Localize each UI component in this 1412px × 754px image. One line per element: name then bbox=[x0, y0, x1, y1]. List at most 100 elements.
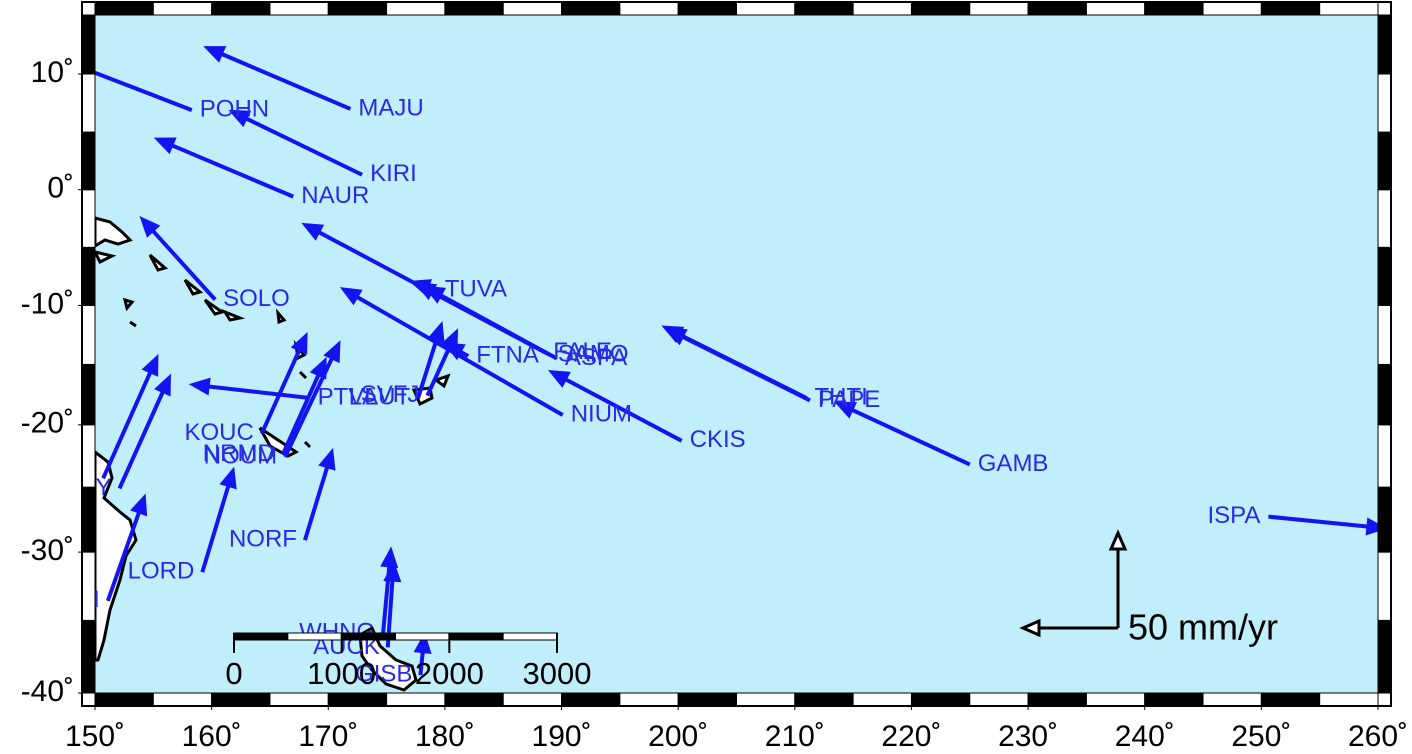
station-label: THTI bbox=[814, 383, 867, 410]
legend-arrow-east bbox=[1019, 618, 1118, 638]
frame-bar bbox=[81, 14, 96, 75]
station-label: SVFJ bbox=[361, 381, 420, 408]
station-label: LORD bbox=[128, 558, 195, 585]
station-label: LAUT bbox=[349, 383, 411, 410]
y-tick-label: 10˚ bbox=[31, 56, 74, 89]
velocity-vector bbox=[339, 287, 564, 417]
frame-bar bbox=[1144, 1, 1204, 16]
frame-bar bbox=[1377, 619, 1392, 694]
x-tick-label: 180˚ bbox=[415, 720, 475, 753]
velocity-vector bbox=[105, 493, 148, 602]
velocity-vector bbox=[117, 373, 171, 490]
frame-bar bbox=[152, 692, 213, 707]
frame-bar bbox=[1144, 692, 1204, 707]
frame-bar bbox=[1377, 551, 1392, 621]
station-label: TUVA bbox=[445, 276, 507, 303]
frame-bar bbox=[1260, 692, 1321, 707]
velocity-vector bbox=[423, 285, 558, 361]
velocity-vector bbox=[413, 632, 432, 676]
velocity-vector bbox=[203, 46, 352, 111]
velocity-vector bbox=[95, 70, 193, 112]
scale-label: 2000 bbox=[415, 656, 484, 691]
frame-bar bbox=[386, 1, 446, 16]
frame-bar bbox=[81, 486, 96, 553]
station-label: KIRI bbox=[370, 160, 417, 187]
velocity-vector bbox=[139, 216, 217, 301]
velocity-vector bbox=[259, 331, 308, 435]
coast-solomon bbox=[122, 253, 246, 328]
station-label: PAPE bbox=[818, 386, 880, 413]
scale-segment bbox=[233, 632, 289, 641]
velocity-vector bbox=[153, 137, 295, 199]
scale-label: 1000 bbox=[307, 656, 376, 691]
station-label: NORF bbox=[229, 526, 297, 553]
station-label: NOUM bbox=[204, 442, 277, 469]
y-tick-label: -20˚ bbox=[21, 407, 74, 440]
velocity-vector bbox=[425, 328, 459, 397]
frame-bar bbox=[1377, 131, 1392, 191]
station-label: Y bbox=[95, 474, 111, 501]
frame-bar bbox=[502, 1, 563, 16]
frame-bar bbox=[81, 189, 96, 248]
scale-label: 3000 bbox=[523, 656, 592, 691]
x-tick-label: 230˚ bbox=[998, 720, 1058, 753]
station-label: FTNA bbox=[476, 341, 539, 368]
frame-bar bbox=[1085, 692, 1146, 707]
velocity-vector bbox=[416, 320, 445, 399]
velocity-vector bbox=[834, 401, 971, 467]
frame-bar bbox=[910, 692, 971, 707]
frame: 150˚ 160˚ 170˚ 180˚ 190˚ 200˚ 210˚ 220˚ 230˚ 240˚… bbox=[21, 1, 1408, 753]
frame-bar bbox=[1027, 692, 1087, 707]
station-label: KOUC bbox=[184, 419, 253, 446]
frame-bar bbox=[502, 692, 563, 707]
y-tick-label: -10˚ bbox=[21, 287, 74, 320]
x-tick-label: 260˚ bbox=[1348, 720, 1408, 753]
frame-bar bbox=[561, 692, 621, 707]
frame-bar bbox=[1377, 424, 1392, 488]
frame-border bbox=[81, 1, 1392, 707]
station-label: NRMD bbox=[203, 440, 275, 467]
legend-arrow-north bbox=[1108, 529, 1128, 628]
frame-bar bbox=[852, 1, 912, 16]
x-tick-label: 240˚ bbox=[1115, 720, 1175, 753]
frame-bar bbox=[794, 692, 854, 707]
frame-bar bbox=[619, 692, 679, 707]
frame-bar bbox=[94, 692, 154, 707]
frame-bar bbox=[561, 1, 621, 16]
frame-bar bbox=[1319, 1, 1379, 16]
frame-bar bbox=[619, 1, 679, 16]
velocity-vector bbox=[664, 327, 811, 403]
frame-bar bbox=[81, 131, 96, 191]
ocean bbox=[95, 15, 1378, 693]
x-tick-label: 160˚ bbox=[182, 720, 242, 753]
frame-bar bbox=[677, 692, 738, 707]
x-tick-label: 200˚ bbox=[648, 720, 708, 753]
frame-bar bbox=[677, 1, 738, 16]
station-label: GISB bbox=[355, 660, 412, 687]
frame-bar bbox=[211, 1, 271, 16]
frame-bar bbox=[969, 1, 1029, 16]
x-tick-label: 250˚ bbox=[1231, 720, 1291, 753]
legend-label: 50 mm/yr bbox=[1128, 607, 1278, 648]
station-label: CKIS bbox=[690, 426, 746, 453]
scale-segment bbox=[287, 632, 343, 641]
station-label: MAJU bbox=[358, 94, 423, 121]
x-tick-label: 150˚ bbox=[65, 720, 125, 753]
scale-label: 0 bbox=[225, 656, 242, 691]
velocity-vector bbox=[283, 340, 341, 458]
scale-segment bbox=[502, 632, 558, 641]
frame-bar bbox=[1377, 189, 1392, 248]
velocity-vector bbox=[303, 447, 336, 541]
frame-bar bbox=[1319, 692, 1379, 707]
frame-bar bbox=[81, 304, 96, 365]
frame-bar bbox=[969, 692, 1029, 707]
frame-bar bbox=[1377, 73, 1392, 133]
frame-bar bbox=[1202, 1, 1262, 16]
vectors bbox=[95, 46, 1378, 676]
frame-bar bbox=[1202, 692, 1262, 707]
x-tick-label: 210˚ bbox=[765, 720, 825, 753]
x-tick-label: 220˚ bbox=[881, 720, 941, 753]
frame-bar bbox=[81, 424, 96, 488]
